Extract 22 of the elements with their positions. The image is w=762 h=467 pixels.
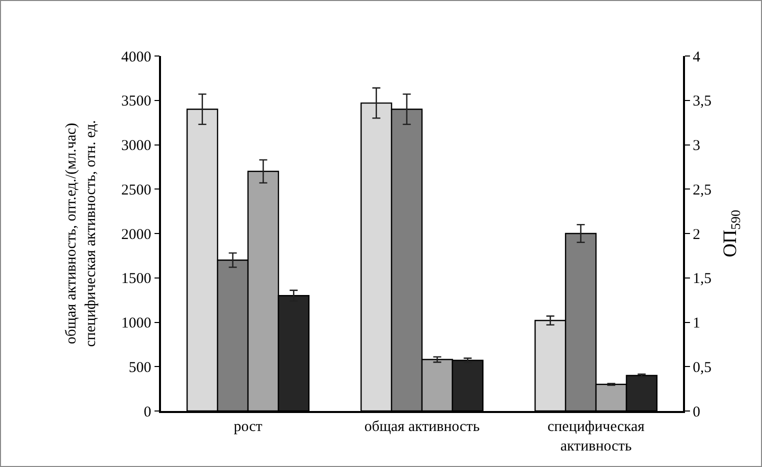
y-tick-label: 2500 bbox=[121, 182, 152, 198]
y-tick-label: 500 bbox=[128, 360, 152, 376]
y2-tick-label: 3 bbox=[692, 138, 700, 154]
y-axis-title: общая активность, опт.ед./(мл.час) специфическая активность, отн. ед. bbox=[64, 120, 99, 347]
y-tick-label: 0 bbox=[144, 404, 152, 420]
y2-tick-label: 3,5 bbox=[692, 94, 712, 110]
x-tick-label: общая активность bbox=[364, 418, 480, 435]
x-tick-label: рост bbox=[234, 418, 263, 435]
y2-tick-label: 0,5 bbox=[692, 360, 712, 376]
y2-tick-label: 2 bbox=[692, 226, 700, 243]
y-tick-label: 3500 bbox=[121, 94, 152, 110]
y2-tick-label: 2,5 bbox=[692, 182, 712, 198]
y-tick-label: 1500 bbox=[121, 271, 152, 288]
y-tick-label: 3000 bbox=[121, 138, 152, 154]
y2-tick-label: 1 bbox=[692, 316, 700, 332]
y-tick-label: 2000 bbox=[121, 226, 152, 243]
y2-tick-label: 1,5 bbox=[692, 271, 712, 288]
y2-tick-label: 0 bbox=[692, 404, 700, 420]
x-tick-label: специфическая активность bbox=[548, 418, 645, 454]
y-tick-label: 1000 bbox=[121, 316, 152, 332]
y2-tick-label: 4 bbox=[692, 49, 701, 66]
y-tick-label: 4000 bbox=[121, 49, 152, 66]
